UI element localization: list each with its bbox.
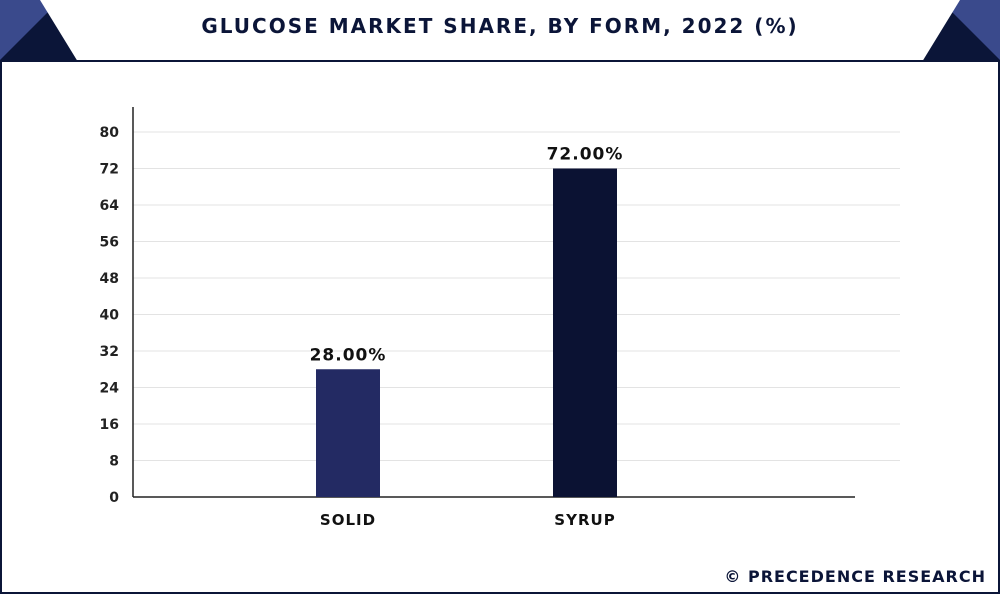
y-tick-label: 8 — [109, 454, 119, 470]
y-tick-label: 56 — [100, 235, 119, 251]
header-tab — [40, 0, 960, 60]
y-tick-label: 72 — [100, 162, 119, 178]
y-tick-label: 80 — [100, 125, 120, 141]
y-tick-label: 24 — [100, 381, 120, 397]
y-tick-label: 64 — [100, 198, 120, 214]
y-tick-label: 0 — [109, 490, 119, 506]
data-label-syrup: 72.00% — [547, 145, 624, 165]
x-category-label: SOLID — [320, 511, 376, 529]
source-credit: © PRECEDENCE RESEARCH — [724, 567, 986, 586]
y-tick-label: 16 — [100, 417, 119, 433]
x-category-label: SYRUP — [554, 511, 615, 529]
chart-title: GLUCOSE MARKET SHARE, BY FORM, 2022 (%) — [201, 14, 799, 38]
y-tick-label: 40 — [100, 308, 120, 324]
bar-syrup — [553, 168, 617, 497]
data-label-solid: 28.00% — [310, 345, 387, 365]
y-tick-label: 48 — [100, 271, 119, 287]
bar-solid — [316, 369, 380, 497]
y-tick-label: 32 — [100, 344, 119, 360]
